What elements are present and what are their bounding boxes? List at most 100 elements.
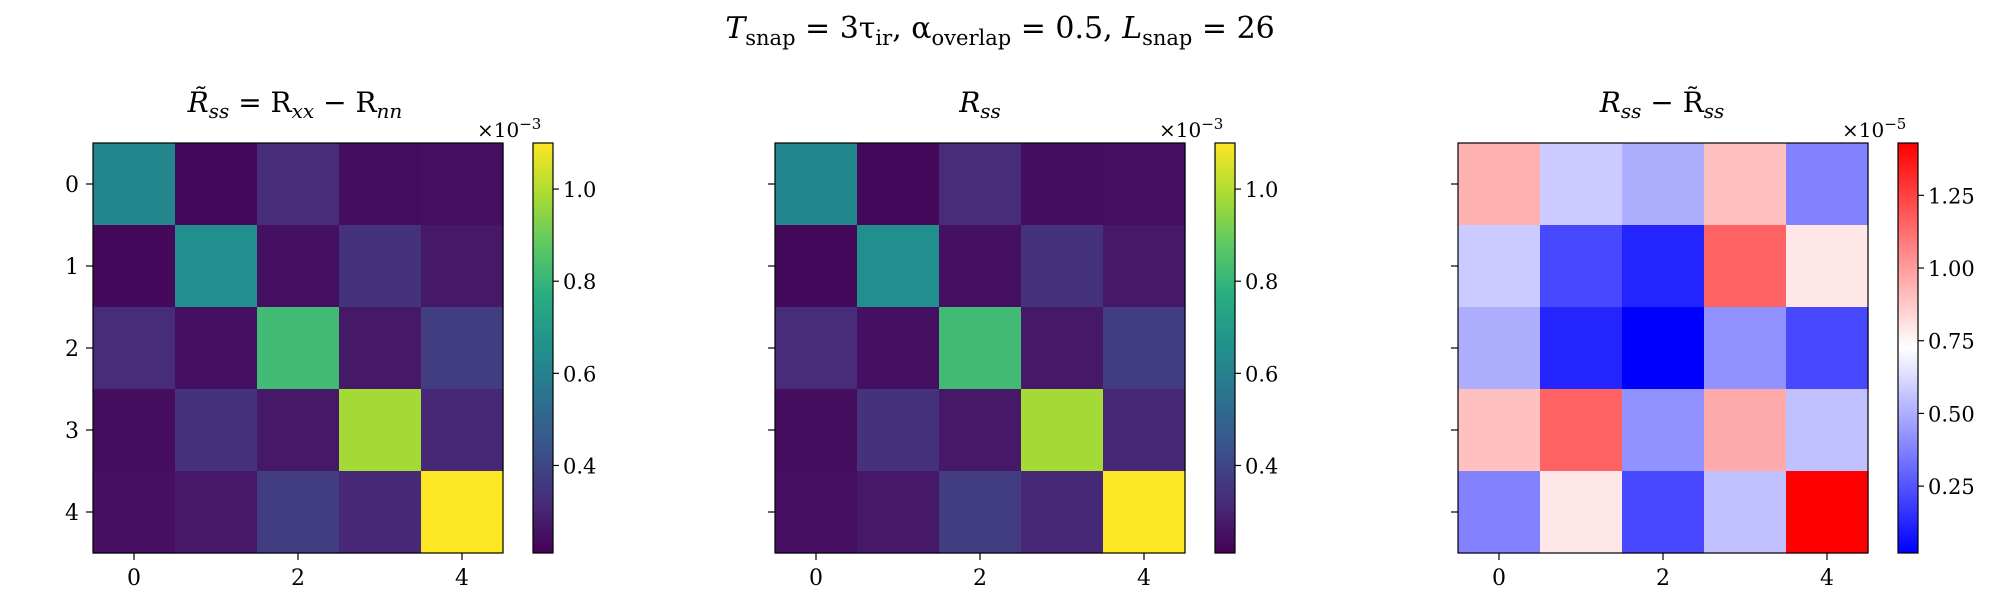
heatmap-cell-3-0	[775, 389, 858, 472]
heatmap-cell-2-0	[775, 307, 858, 390]
heatmap-cell-1-2	[939, 225, 1022, 308]
panel-title: Rss	[958, 86, 1001, 123]
colorbar-multiplier: ×10−3	[1159, 115, 1223, 142]
x-tick-label: 2	[291, 566, 305, 591]
heatmap-cell-0-0	[775, 143, 858, 226]
x-axis-ticks: 0 2 4	[1492, 553, 1834, 591]
heatmap-cell-0-4	[1103, 143, 1186, 226]
y-tick-label: 4	[65, 501, 79, 526]
heatmap-cell-3-0	[93, 389, 176, 472]
colorbar-tick-label: 0.4	[563, 454, 596, 478]
heatmap-cell-4-1	[175, 471, 258, 554]
heatmap-cell-2-4	[421, 307, 504, 390]
heatmap-cell-1-0	[93, 225, 176, 308]
heatmap-cell-0-4	[1786, 143, 1869, 226]
heatmap-cells	[775, 143, 1186, 554]
heatmap-cell-4-3	[339, 471, 422, 554]
heatmap-cell-1-4	[421, 225, 504, 308]
heatmap-cell-1-1	[857, 225, 940, 308]
colorbar-tick-label: 0.25	[1928, 475, 1975, 499]
heatmap-cell-2-0	[93, 307, 176, 390]
heatmap-cell-2-2	[257, 307, 340, 390]
colorbar-tick-label: 1.25	[1928, 184, 1975, 208]
heatmap-cell-0-0	[93, 143, 176, 226]
colorbar-tick-label: 1.0	[563, 178, 596, 202]
heatmap-cell-2-1	[857, 307, 940, 390]
colorbar-gradient	[1897, 142, 1919, 554]
heatmap-cell-3-1	[1540, 389, 1623, 472]
heatmap-cell-2-4	[1103, 307, 1186, 390]
heatmap-cell-0-3	[1021, 143, 1104, 226]
heatmap-cell-3-1	[857, 389, 940, 472]
heatmap-cell-3-2	[939, 389, 1022, 472]
heatmap-cell-4-2	[1622, 471, 1705, 554]
heatmap-cell-2-0	[1458, 307, 1541, 390]
heatmap-cell-0-1	[1540, 143, 1623, 226]
heatmap-cell-1-4	[1786, 225, 1869, 308]
heatmap-cell-4-3	[1704, 471, 1787, 554]
colorbar: 0.25 0.50 0.75 1.00 1.25 ×10−5	[1842, 115, 1975, 554]
colorbar-tick-label: 0.8	[1245, 270, 1278, 294]
heatmap-cell-0-1	[857, 143, 940, 226]
heatmap-cell-0-4	[421, 143, 504, 226]
x-tick-label: 0	[809, 566, 823, 591]
x-tick-label: 0	[1492, 566, 1506, 591]
heatmap-cell-3-3	[1021, 389, 1104, 472]
heatmap-cell-3-2	[257, 389, 340, 472]
x-tick-label: 2	[973, 566, 987, 591]
colorbar-tick-label: 0.8	[563, 270, 596, 294]
heatmap-cell-1-0	[775, 225, 858, 308]
heatmap-cell-4-2	[257, 471, 340, 554]
colorbar-tick-label: 0.75	[1928, 330, 1975, 354]
heatmap-cell-4-0	[93, 471, 176, 554]
colorbar-tick-label: 1.00	[1928, 257, 1975, 281]
heatmap-cells	[93, 143, 504, 554]
heatmap-cell-4-4	[1786, 471, 1869, 554]
heatmap-cell-2-3	[1021, 307, 1104, 390]
heatmap-panel-estimated: R̃ss = Rxx − Rnn 0 2 4 0 1 2 3 4 0.4 0.6 0.8 1.0 ×…	[65, 86, 596, 591]
heatmap-cell-3-4	[1103, 389, 1186, 472]
colorbar: 0.4 0.6 0.8 1.0 ×10−3	[1159, 115, 1278, 554]
y-axis-ticks: 0 1 2 3 4	[65, 173, 93, 526]
heatmap-cell-3-1	[175, 389, 258, 472]
figure-suptitle: Tsnap = 3τir, αoverlap = 0.5, Lsnap = 26	[725, 11, 1275, 50]
heatmap-cell-2-1	[1540, 307, 1623, 390]
heatmap-cell-0-1	[175, 143, 258, 226]
heatmap-cell-2-1	[175, 307, 258, 390]
x-tick-label: 4	[1820, 566, 1834, 591]
heatmap-cell-1-3	[1021, 225, 1104, 308]
heatmap-cell-4-4	[421, 471, 504, 554]
heatmap-cell-1-3	[1704, 225, 1787, 308]
heatmap-cell-3-3	[339, 389, 422, 472]
heatmap-cell-4-0	[775, 471, 858, 554]
panel-title: R̃ss = Rxx − Rnn	[187, 86, 403, 123]
heatmap-cell-2-3	[339, 307, 422, 390]
heatmap-cell-3-0	[1458, 389, 1541, 472]
heatmap-cell-1-4	[1103, 225, 1186, 308]
x-tick-label: 0	[127, 566, 141, 591]
heatmap-cell-4-2	[939, 471, 1022, 554]
y-axis-ticks	[768, 183, 775, 513]
colorbar: 0.4 0.6 0.8 1.0 ×10−3	[477, 115, 596, 554]
x-tick-label: 4	[455, 566, 469, 591]
colorbar-tick-label: 0.6	[563, 362, 596, 386]
colorbar-gradient	[532, 142, 554, 554]
heatmap-cell-4-1	[1540, 471, 1623, 554]
heatmap-cell-1-2	[1622, 225, 1705, 308]
heatmap-cell-1-0	[1458, 225, 1541, 308]
heatmap-cells	[1458, 143, 1869, 554]
colorbar-tick-label: 1.0	[1245, 178, 1278, 202]
colorbar-tick-label: 0.50	[1928, 402, 1975, 426]
x-axis-ticks: 0 2 4	[127, 553, 469, 591]
colorbar-tick-label: 0.4	[1245, 454, 1278, 478]
colorbar-multiplier: ×10−3	[477, 115, 541, 142]
heatmap-panel-difference: Rss − R̃ss 0 2 4 0.25 0.50 0.75 1.00 1.25 ×10−5	[1451, 86, 1975, 591]
heatmap-cell-2-3	[1704, 307, 1787, 390]
heatmap-cell-2-2	[1622, 307, 1705, 390]
heatmap-cell-4-4	[1103, 471, 1186, 554]
heatmap-cell-0-2	[1622, 143, 1705, 226]
heatmap-cell-4-1	[857, 471, 940, 554]
heatmap-cell-0-2	[939, 143, 1022, 226]
heatmap-cell-1-2	[257, 225, 340, 308]
heatmap-cell-3-4	[421, 389, 504, 472]
